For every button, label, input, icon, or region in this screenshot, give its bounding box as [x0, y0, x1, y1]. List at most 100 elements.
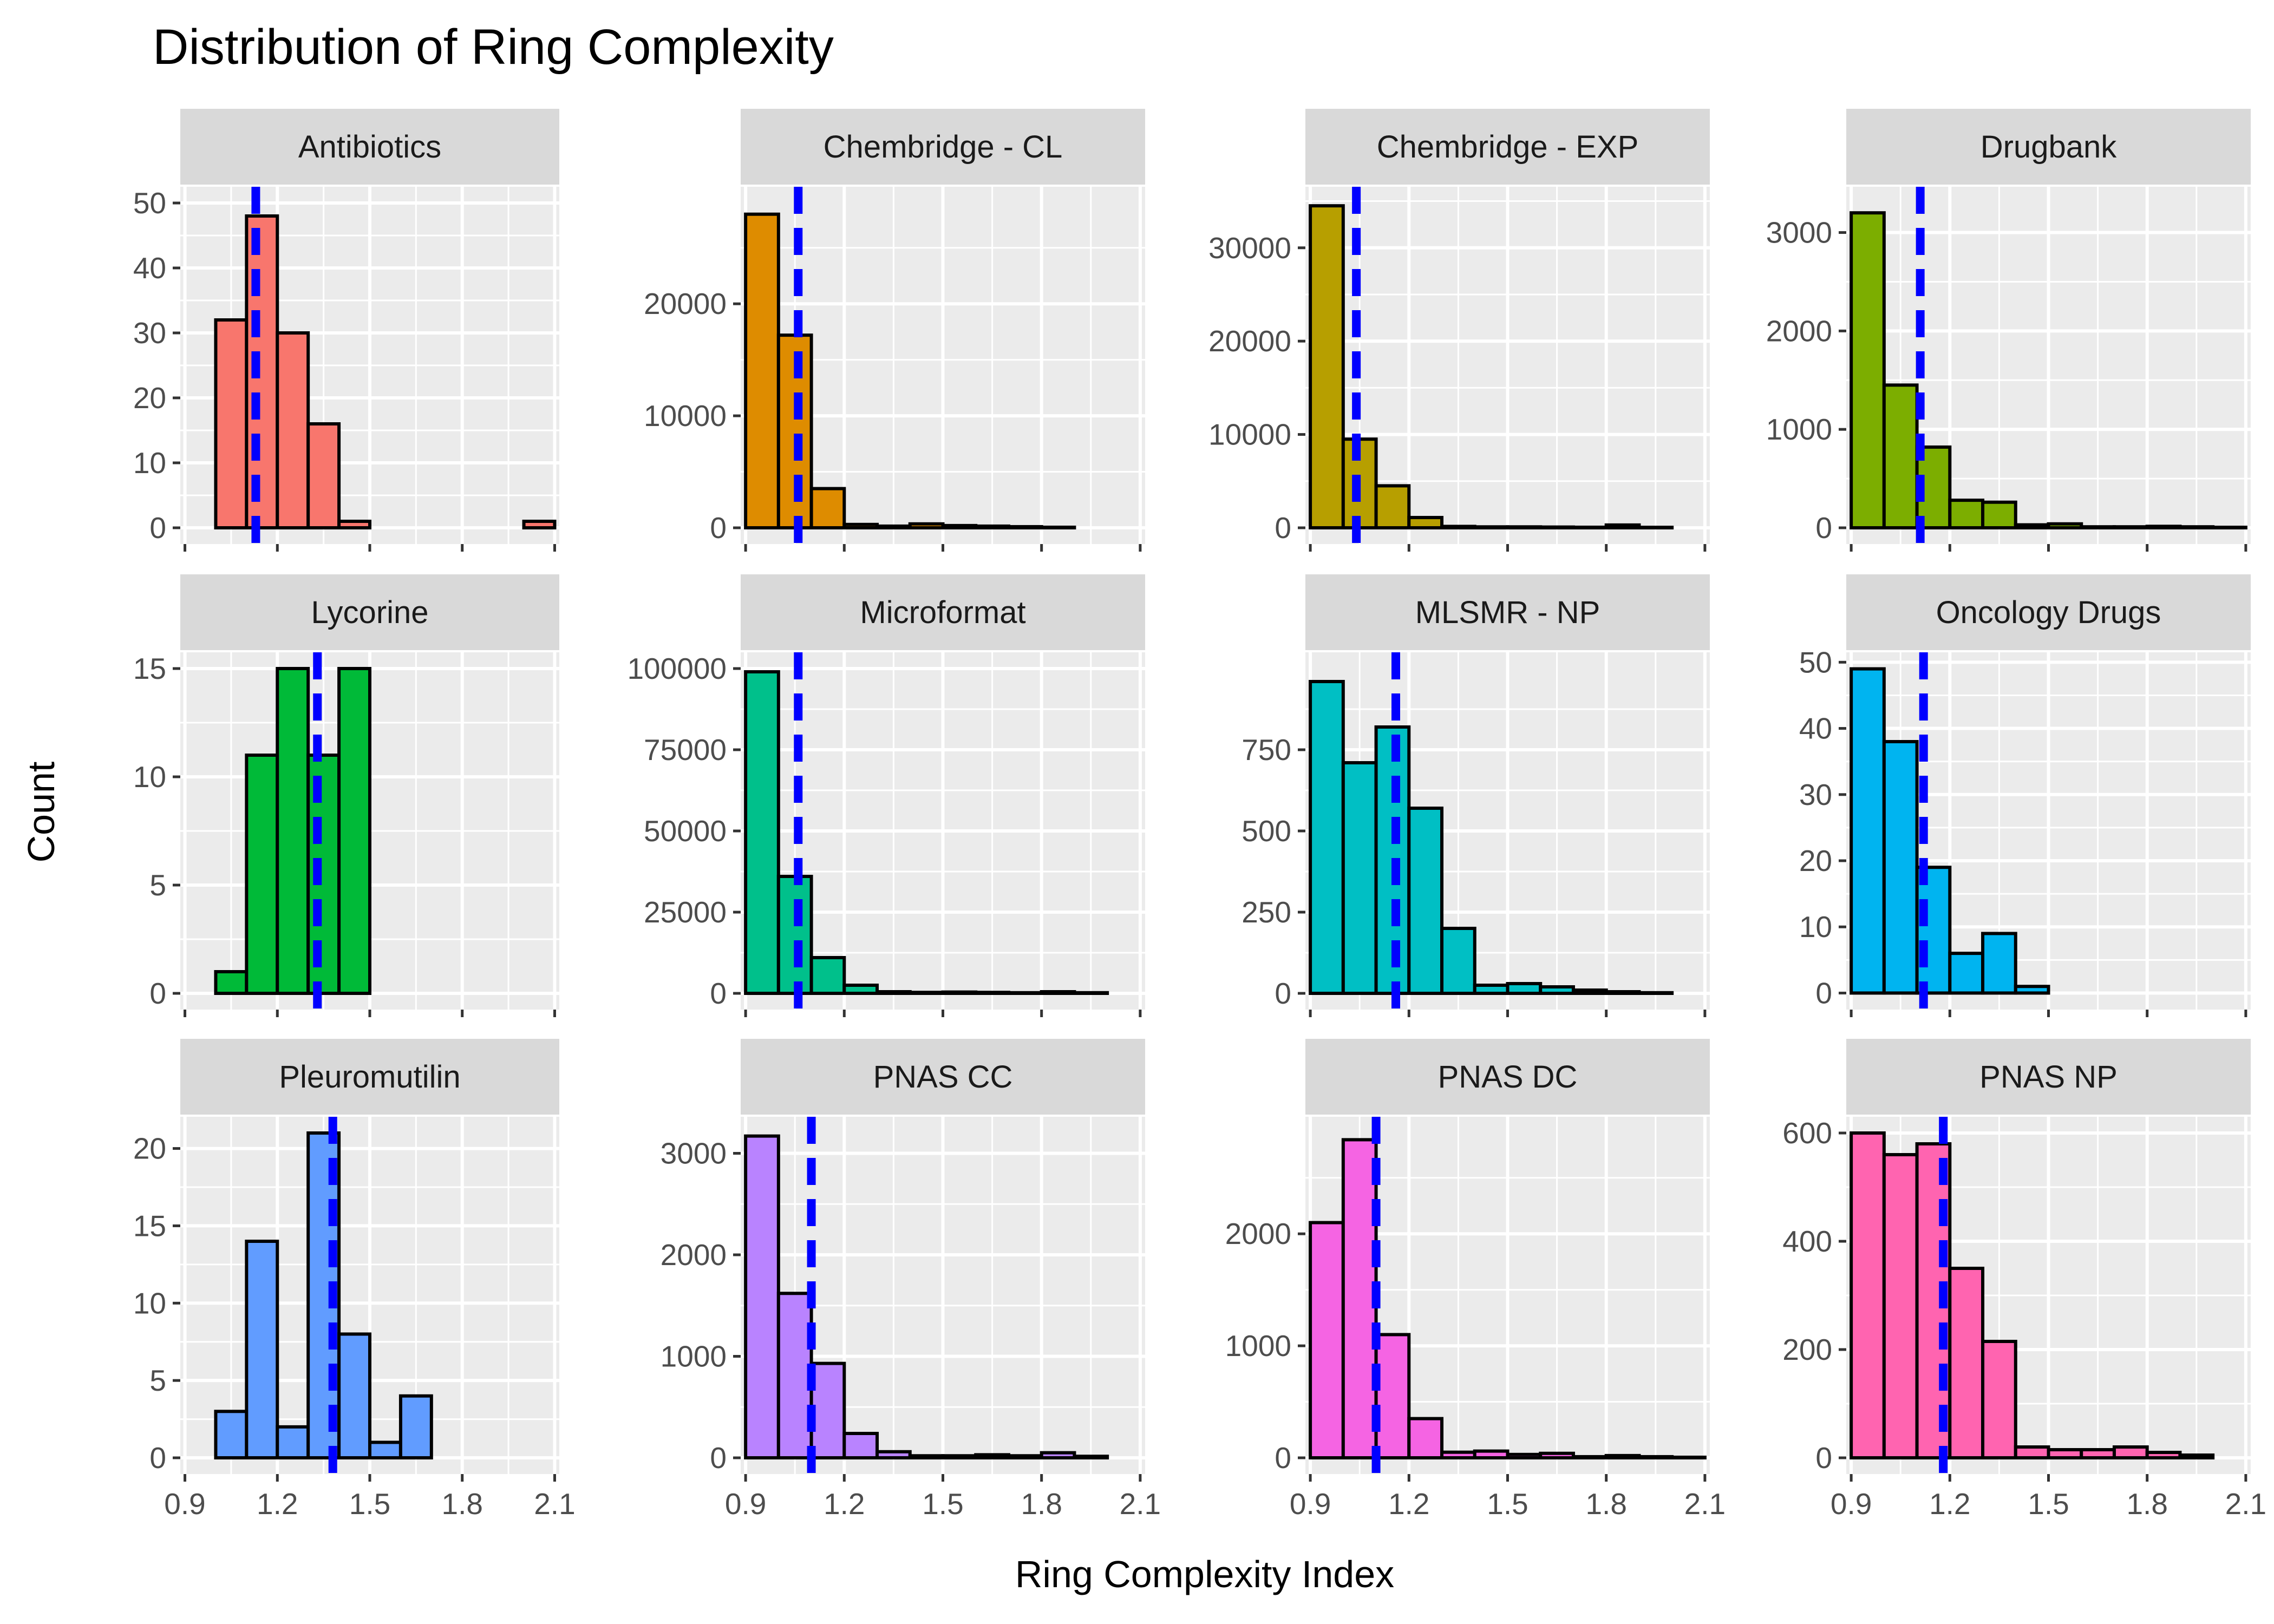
histogram-bar — [1073, 1455, 1109, 1459]
x-axis-title: Ring Complexity Index — [1015, 1553, 1394, 1595]
facet-label: Lycorine — [311, 595, 428, 630]
y-tick-label: 250 — [1241, 895, 1291, 929]
histogram-bar — [1571, 988, 1608, 995]
histogram-bar — [337, 667, 371, 995]
x-tick-label: 2.1 — [1684, 1487, 1726, 1521]
y-tick-label: 20000 — [1208, 324, 1291, 358]
facet-label: Oncology Drugs — [1936, 595, 2161, 630]
histogram-bar — [1440, 525, 1476, 530]
y-tick-label: 50 — [133, 186, 166, 220]
histogram-bar — [744, 1134, 780, 1459]
y-tick-label: 10000 — [1208, 418, 1291, 451]
histogram-bar — [1882, 1153, 1919, 1459]
x-tick-label: 0.9 — [725, 1487, 766, 1521]
histogram-bar — [2014, 985, 2050, 995]
y-tick-label: 10 — [133, 446, 166, 480]
x-tick-label: 1.8 — [1585, 1487, 1626, 1521]
y-tick-label: 50 — [1799, 645, 1832, 679]
histogram-bar — [276, 667, 310, 995]
histogram-bar — [1539, 525, 1575, 529]
histogram-bar — [908, 522, 945, 529]
histogram-bar — [941, 990, 978, 995]
facet-pleuromutilin: Pleuromutilin 0 5 10 15 20 0.9 1.2 1.5 1.8 2.1 — [133, 1039, 576, 1521]
y-tick-label: 0 — [149, 1441, 166, 1475]
histogram-bar — [875, 990, 912, 995]
facet-mlsmr-np: MLSMR - NP 0 250 500 750 — [1241, 574, 1710, 1017]
histogram-bar — [1309, 680, 1345, 995]
facet-label: Chembridge - EXP — [1377, 129, 1639, 165]
histogram-bar — [2178, 525, 2215, 530]
facet-strip — [741, 1039, 1145, 1115]
histogram-bar — [2211, 526, 2247, 529]
y-tick-label: 750 — [1241, 733, 1291, 767]
y-tick-label: 30000 — [1208, 231, 1291, 265]
histogram-bar — [2014, 523, 2050, 530]
histogram-bar — [974, 991, 1010, 995]
histogram-bar — [2014, 1445, 2050, 1459]
facet-strip — [1305, 109, 1710, 185]
x-tick-label: 2.1 — [2225, 1487, 2266, 1521]
facet-label: MLSMR - NP — [1415, 595, 1600, 630]
histogram-bar — [1948, 1267, 1985, 1459]
histogram-bar — [1341, 1138, 1378, 1459]
histogram-bar — [2178, 1453, 2215, 1459]
y-tick-label: 0 — [710, 511, 727, 545]
y-tick-label: 600 — [1782, 1116, 1832, 1150]
y-tick-label: 1000 — [1766, 412, 1832, 446]
facet-chembridge-cl: Chembridge - CL 0 10000 20000 — [644, 109, 1145, 552]
facet-lycorine: Lycorine 0 5 10 15 — [133, 574, 559, 1017]
histogram-bar — [1539, 1451, 1575, 1459]
y-tick-label: 400 — [1782, 1224, 1832, 1258]
y-tick-label: 0 — [149, 977, 166, 1010]
y-tick-label: 40 — [133, 251, 166, 285]
facet-drugbank: Drugbank 0 1000 2000 3000 — [1766, 109, 2251, 552]
histogram-bar — [1506, 525, 1543, 530]
histogram-bar — [245, 754, 279, 995]
facet-pnas-cc: PNAS CC 0 1000 2000 3000 0.9 1.2 1.5 1.8 2.1 — [661, 1039, 1161, 1521]
y-tick-label: 0 — [710, 977, 727, 1010]
facet-antibiotics: Antibiotics 0 10 20 30 40 50 — [133, 109, 559, 552]
facet-strip — [741, 109, 1145, 185]
y-tick-label: 0 — [1275, 1441, 1291, 1475]
histogram-bar — [744, 212, 780, 530]
histogram-bar — [776, 1292, 813, 1459]
histogram-bar — [842, 522, 879, 529]
histogram-bar — [842, 1432, 879, 1459]
histogram-bar — [1341, 761, 1378, 995]
y-tick-label: 0 — [1275, 511, 1291, 545]
histogram-bar — [214, 318, 249, 529]
histogram-bar — [1850, 1131, 1886, 1459]
histogram-bar — [1407, 516, 1444, 530]
histogram-bar — [2112, 525, 2149, 530]
histogram-bar — [1309, 1221, 1345, 1460]
histogram-bar — [1473, 1449, 1510, 1459]
y-tick-label: 3000 — [1766, 216, 1832, 250]
histogram-bar — [245, 1240, 279, 1459]
facet-label: Microformat — [860, 595, 1025, 630]
histogram-bar — [1948, 499, 1985, 529]
x-tick-label: 1.5 — [349, 1487, 390, 1521]
facet-oncology-drugs: Oncology Drugs 0 10 20 30 40 50 — [1799, 574, 2251, 1017]
histogram-bar — [1407, 807, 1444, 995]
y-tick-label: 20 — [133, 381, 166, 415]
x-tick-label: 1.2 — [1929, 1487, 1970, 1521]
histogram-bar — [744, 670, 780, 995]
y-tick-label: 0 — [710, 1441, 727, 1475]
facet-label: Chembridge - CL — [824, 129, 1063, 165]
facet-microformat: Microformat 0 25000 50000 75000 100000 — [627, 574, 1145, 1017]
x-tick-label: 1.8 — [441, 1487, 482, 1521]
y-tick-label: 200 — [1782, 1333, 1832, 1366]
histogram-bar — [908, 1454, 945, 1459]
histogram-bar — [1506, 982, 1543, 995]
y-tick-label: 2000 — [1225, 1217, 1291, 1250]
y-tick-label: 20 — [133, 1132, 166, 1165]
x-tick-label: 0.9 — [1290, 1487, 1331, 1521]
histogram-bar — [1007, 1454, 1043, 1459]
histogram-bar — [2145, 525, 2182, 529]
histogram-bar — [337, 520, 371, 529]
histogram-bar — [875, 524, 912, 529]
histogram-bar — [1637, 526, 1674, 530]
histogram-bar — [1882, 740, 1919, 995]
facet-label: PNAS NP — [1979, 1059, 2118, 1095]
